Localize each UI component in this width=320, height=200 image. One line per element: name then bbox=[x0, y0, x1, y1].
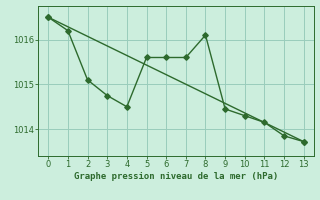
X-axis label: Graphe pression niveau de la mer (hPa): Graphe pression niveau de la mer (hPa) bbox=[74, 172, 278, 181]
